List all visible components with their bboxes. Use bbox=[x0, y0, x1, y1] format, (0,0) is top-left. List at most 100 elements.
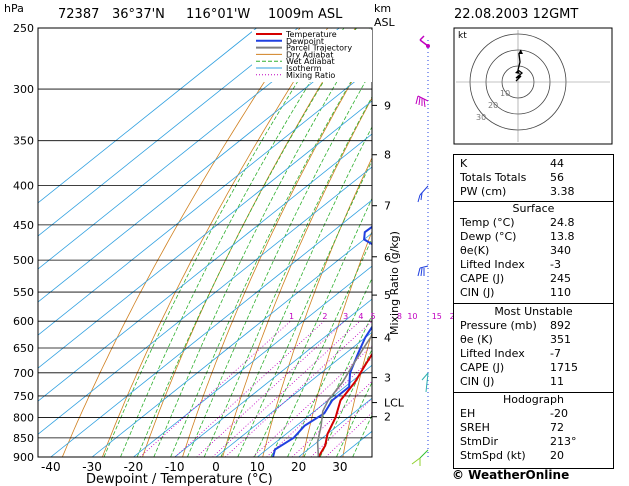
mixing-ratio-label: 2 bbox=[322, 312, 327, 321]
temperature-tick-label: -40 bbox=[41, 460, 61, 474]
profile-series bbox=[272, 225, 372, 457]
stat-mu-cape: CAPE (J) 1715 bbox=[460, 361, 578, 374]
isotherm-line bbox=[133, 265, 372, 457]
mixing-ratio-label: 10 bbox=[407, 312, 417, 321]
pressure-tick-label: 650 bbox=[13, 342, 34, 355]
height-tick-label: 2 bbox=[384, 411, 391, 424]
stat-mu-pressure: Pressure (mb) 892 bbox=[460, 319, 571, 332]
mu-title: Most Unstable bbox=[494, 305, 573, 318]
dry-adiabat bbox=[302, 230, 372, 457]
temperature-tick-labels: -40 -30 -20 -10 0 10 20 30 bbox=[41, 460, 348, 474]
height-tick-label: 9 bbox=[384, 99, 391, 112]
isotherm-line bbox=[38, 100, 372, 369]
pressure-tick-label: 350 bbox=[13, 135, 34, 148]
height-tick-label: 6 bbox=[384, 251, 391, 264]
legend-label: Mixing Ratio bbox=[286, 71, 335, 80]
pressure-tick-label: 250 bbox=[13, 22, 34, 35]
stat-stmspd: StmSpd (kt) 20 bbox=[460, 449, 564, 462]
hodo-ring-label: 20 bbox=[488, 101, 498, 110]
dry-adiabat bbox=[262, 156, 372, 457]
isotherm-line bbox=[38, 133, 372, 402]
pressure-tick-label: 400 bbox=[13, 179, 34, 192]
height-tick-label: 7 bbox=[384, 200, 391, 213]
hodograph: kt 10 20 30 bbox=[453, 27, 613, 145]
stat-tt: Totals Totals 56 bbox=[460, 171, 564, 184]
surface-title: Surface bbox=[512, 202, 555, 215]
pressure-tick-label: 850 bbox=[13, 432, 34, 445]
stat-cape: CAPE (J) 245 bbox=[460, 272, 571, 285]
pressure-tick-label: 600 bbox=[13, 315, 34, 328]
series-temperature bbox=[317, 352, 372, 457]
plot-frame bbox=[37, 27, 373, 458]
temperature-tick-label: 10 bbox=[250, 460, 265, 474]
hodo-ring-label: 30 bbox=[476, 113, 486, 122]
mixing-ratio-label: 4 bbox=[358, 312, 363, 321]
mixing-ratio-label: 3 bbox=[343, 312, 348, 321]
pressure-tick-label: 750 bbox=[13, 390, 34, 403]
hodo-title: Hodograph bbox=[503, 393, 564, 406]
mixing-ratio-line bbox=[310, 398, 372, 457]
hodograph-unit: kt bbox=[458, 31, 467, 41]
isotherm-line bbox=[38, 28, 299, 237]
pressure-tick-label: 800 bbox=[13, 412, 34, 425]
isotherm-line bbox=[91, 232, 372, 457]
datetime-label: 22.08.2003 12GMT bbox=[454, 7, 578, 22]
mixing-ratio-label: 5 bbox=[370, 312, 375, 321]
isotherm-line bbox=[50, 199, 372, 457]
pressure-tick-label: 450 bbox=[13, 219, 34, 232]
height-tick-label: 3 bbox=[384, 372, 391, 385]
stats-table: K 44 Totals Totals 56 PW (cm) 3.38 Surface … bbox=[453, 154, 614, 469]
series-dewpoint bbox=[272, 225, 372, 457]
mixing-ratio-line bbox=[174, 320, 325, 457]
hpa-label: hPa bbox=[4, 2, 24, 15]
stat-mu-thetae: θe (K) 351 bbox=[460, 333, 571, 346]
station-elev: 1009m bbox=[268, 7, 314, 22]
stat-mu-cin: CIN (J) 11 bbox=[460, 375, 564, 388]
pressure-tick-label: 900 bbox=[13, 451, 34, 464]
temperature-tick-label: -30 bbox=[82, 460, 102, 474]
legend-label: Temperature bbox=[285, 30, 337, 39]
isotherm-line bbox=[174, 298, 372, 457]
wet-adiabat bbox=[254, 197, 372, 457]
wet-adiabat bbox=[136, 28, 357, 457]
right-axis-title: Mixing Ratio (g/kg) bbox=[388, 231, 401, 335]
station-id: 72387 bbox=[58, 7, 99, 22]
stat-pw: PW (cm) 3.38 bbox=[460, 185, 575, 198]
dry-adiabat bbox=[182, 46, 372, 457]
stat-li: Lifted Index -3 bbox=[460, 258, 561, 271]
stat-k: K 44 bbox=[460, 157, 564, 170]
wind-barb bbox=[421, 372, 429, 393]
isotherms bbox=[38, 28, 372, 457]
temperature-tick-label: -20 bbox=[124, 460, 144, 474]
isotherm-line bbox=[257, 364, 372, 457]
series-parcel-trajectory bbox=[316, 333, 372, 457]
legend-label: Dewpoint bbox=[286, 37, 324, 46]
isotherm-line bbox=[38, 28, 257, 204]
wet-adiabat bbox=[170, 44, 372, 457]
stat-dewp: Dewp (°C) 13.8 bbox=[460, 230, 575, 243]
dry-adiabat bbox=[622, 28, 629, 457]
stat-thetae: θe(K) 340 bbox=[460, 244, 571, 257]
isotherm-line bbox=[38, 34, 372, 303]
stat-temp: Temp (°C) 24.8 bbox=[460, 216, 575, 229]
wet-adiabat bbox=[220, 126, 372, 457]
height-tick-label: 8 bbox=[384, 149, 391, 162]
wet-adiabat bbox=[187, 69, 372, 457]
stat-sreh: SREH 72 bbox=[460, 421, 564, 434]
wet-adiabat bbox=[103, 28, 333, 457]
legend-label: Parcel Trajectory bbox=[286, 44, 352, 53]
wind-barb bbox=[417, 185, 429, 203]
mixing-ratio-label: 1 bbox=[289, 312, 294, 321]
stat-mu-li: Lifted Index -7 bbox=[460, 347, 561, 360]
x-axis-title: Dewpoint / Temperature (°C) bbox=[86, 472, 273, 486]
dry-adiabat bbox=[61, 28, 301, 457]
temperature-tick-label: 20 bbox=[291, 460, 306, 474]
station-lat: 36°37'N bbox=[112, 7, 165, 22]
asl-label: ASL bbox=[374, 16, 396, 29]
dry-adiabat bbox=[102, 28, 329, 457]
wind-barb bbox=[415, 95, 429, 108]
pressure-tick-label: 300 bbox=[13, 83, 34, 96]
